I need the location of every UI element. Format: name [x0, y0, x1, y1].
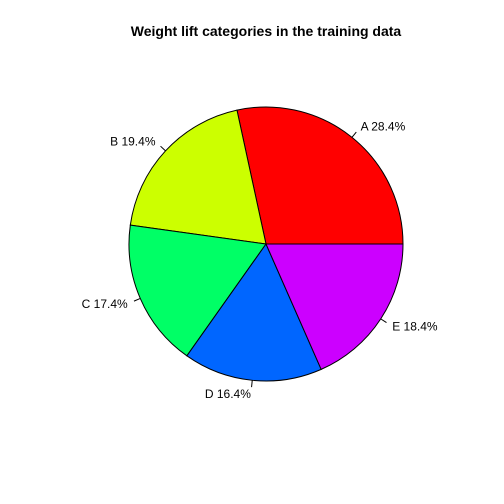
pie-label-tick-c [133, 297, 141, 302]
pie-label-tick-a [351, 131, 357, 138]
pie-label-c: C 17.4% [82, 297, 128, 311]
chart-title: Weight lift categories in the training d… [131, 23, 402, 39]
pie-labels: A 28.4% B 19.4% C 17.4% D 16.4% E 18.4% [82, 120, 438, 401]
pie-label-d: D 16.4% [205, 387, 251, 401]
pie-label-tick-b [160, 145, 166, 152]
pie-label-e: E 18.4% [392, 319, 438, 333]
pie-label-b: B 19.4% [110, 135, 156, 149]
pie-label-tick-e [380, 318, 387, 324]
pie-slice-d [186, 242, 322, 382]
pie-label-a: A 28.4% [361, 120, 406, 134]
pie-slices [128, 106, 404, 382]
pie-slice-e [265, 243, 404, 371]
pie-slice-b [129, 109, 267, 245]
pie-label-tick-d [251, 380, 253, 388]
